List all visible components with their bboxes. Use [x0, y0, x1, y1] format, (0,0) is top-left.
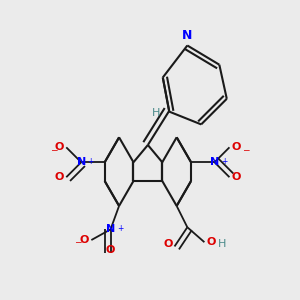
Text: +: + [221, 157, 227, 166]
Text: N: N [210, 157, 219, 167]
Text: +: + [88, 157, 94, 166]
Text: N: N [76, 157, 86, 167]
Text: O: O [232, 172, 241, 182]
Text: −: − [74, 238, 81, 247]
Text: O: O [80, 235, 89, 245]
Text: O: O [163, 238, 172, 249]
Text: H: H [152, 108, 161, 118]
Text: O: O [55, 142, 64, 152]
Text: −: − [50, 145, 57, 154]
Text: O: O [55, 172, 64, 182]
Text: N: N [182, 29, 193, 42]
Text: H: H [218, 239, 226, 249]
Text: O: O [106, 245, 115, 255]
Text: O: O [206, 237, 216, 247]
Text: +: + [117, 224, 123, 233]
Text: −: − [242, 145, 249, 154]
Text: O: O [232, 142, 241, 152]
Text: N: N [106, 224, 115, 234]
